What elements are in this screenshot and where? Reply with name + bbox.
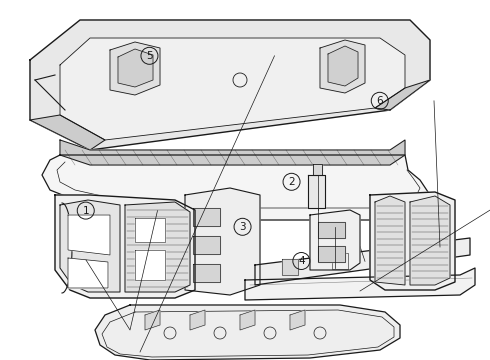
Polygon shape [332,253,348,269]
Text: 1: 1 [82,206,89,216]
Polygon shape [318,222,345,238]
Polygon shape [282,260,298,275]
Polygon shape [60,200,120,292]
Polygon shape [193,208,220,226]
Polygon shape [95,305,400,360]
Text: 3: 3 [239,222,246,232]
Polygon shape [320,40,365,93]
Polygon shape [240,310,255,330]
Polygon shape [190,310,205,330]
Polygon shape [125,202,190,292]
Polygon shape [185,188,260,295]
Text: 5: 5 [146,51,153,61]
Polygon shape [410,196,450,285]
Polygon shape [328,46,358,86]
Polygon shape [60,38,405,140]
Polygon shape [313,164,322,175]
Text: 2: 2 [288,177,295,187]
Polygon shape [30,20,430,150]
Polygon shape [193,264,220,282]
Polygon shape [382,247,398,262]
Polygon shape [245,268,475,300]
Text: 6: 6 [376,96,383,106]
Polygon shape [145,310,160,330]
Polygon shape [308,175,325,208]
Polygon shape [135,250,165,280]
Polygon shape [55,195,195,298]
Polygon shape [30,115,105,150]
Polygon shape [135,218,165,242]
Polygon shape [255,238,470,285]
Polygon shape [42,155,430,220]
Polygon shape [318,246,345,262]
Text: 4: 4 [298,256,305,266]
Polygon shape [110,42,160,95]
Polygon shape [432,240,448,256]
Polygon shape [193,236,220,254]
Polygon shape [68,258,108,288]
Polygon shape [375,80,430,110]
Polygon shape [118,49,153,87]
Polygon shape [310,210,360,270]
Polygon shape [60,140,405,165]
Polygon shape [370,192,455,290]
Polygon shape [375,196,405,285]
Polygon shape [68,215,110,255]
Polygon shape [290,310,305,330]
